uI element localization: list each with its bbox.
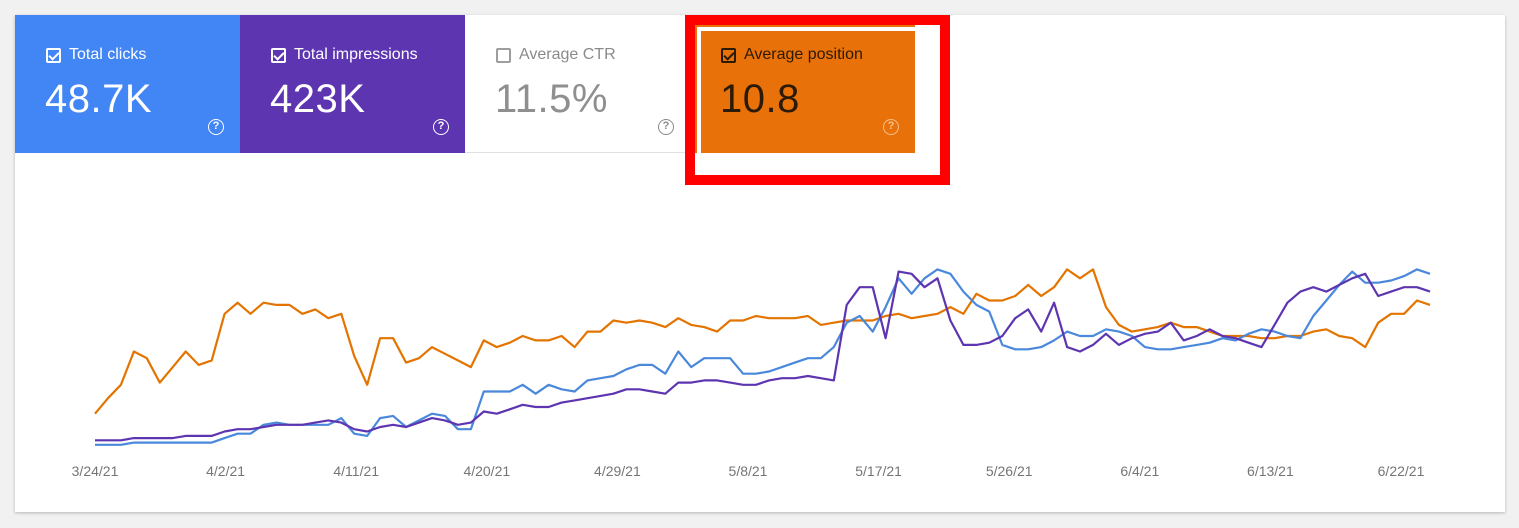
help-icon[interactable]: ? (433, 119, 449, 135)
x-tick-label: 5/8/21 (729, 463, 768, 479)
total-clicks-tile[interactable]: Total clicks 48.7K ? (15, 15, 240, 153)
total-clicks-label-row: Total clicks (46, 46, 146, 64)
total-impressions-value: 423K (270, 77, 366, 121)
help-icon[interactable]: ? (208, 119, 224, 135)
total-impressions-tile[interactable]: Total impressions 423K ? (240, 15, 465, 153)
total-impressions-checkbox-icon[interactable] (271, 47, 286, 63)
x-tick-label: 4/29/21 (594, 463, 641, 479)
total-impressions-label-row: Total impressions (271, 46, 418, 64)
average-position-value: 10.8 (720, 77, 800, 121)
performance-card: Total clicks 48.7K ? Total impressions 4… (15, 15, 1505, 512)
average-position-label: Average position (744, 46, 863, 63)
series-line-0 (94, 268, 1431, 415)
x-axis-ticks: 3/24/21 4/2/21 4/11/21 4/20/21 4/29/21 5/8/21… (72, 463, 1425, 479)
total-clicks-label: Total clicks (69, 46, 147, 63)
x-tick-label: 6/13/21 (1247, 463, 1294, 479)
total-clicks-value: 48.7K (45, 77, 153, 121)
total-impressions-label: Total impressions (294, 46, 418, 63)
average-ctr-value: 11.5% (495, 77, 608, 121)
average-ctr-label-row: Average CTR (496, 46, 616, 64)
x-tick-label: 5/17/21 (855, 463, 902, 479)
help-icon[interactable]: ? (658, 119, 674, 135)
help-icon[interactable]: ? (883, 119, 899, 135)
series-line-1 (95, 268, 1431, 446)
average-ctr-label: Average CTR (519, 46, 616, 63)
average-ctr-tile[interactable]: Average CTR 11.5% ? (465, 15, 690, 153)
x-tick-label: 4/2/21 (206, 463, 245, 479)
average-position-tile[interactable]: Average position 10.8 ? (690, 15, 915, 153)
x-tick-label: 3/24/21 (72, 463, 119, 479)
average-position-checkbox-icon[interactable] (721, 47, 736, 63)
series-line-2 (95, 270, 1431, 442)
x-tick-label: 5/26/21 (986, 463, 1033, 479)
x-tick-label: 6/22/21 (1378, 463, 1425, 479)
average-ctr-checkbox-icon[interactable] (496, 47, 511, 63)
performance-line-chart: 3/24/21 4/2/21 4/11/21 4/20/21 4/29/21 5/8/21… (72, 268, 1431, 479)
chart-lines (94, 268, 1431, 446)
average-position-label-row: Average position (721, 46, 863, 64)
x-tick-label: 4/20/21 (463, 463, 510, 479)
total-clicks-checkbox-icon[interactable] (46, 47, 61, 63)
x-tick-label: 6/4/21 (1120, 463, 1159, 479)
x-tick-label: 4/11/21 (333, 463, 379, 479)
